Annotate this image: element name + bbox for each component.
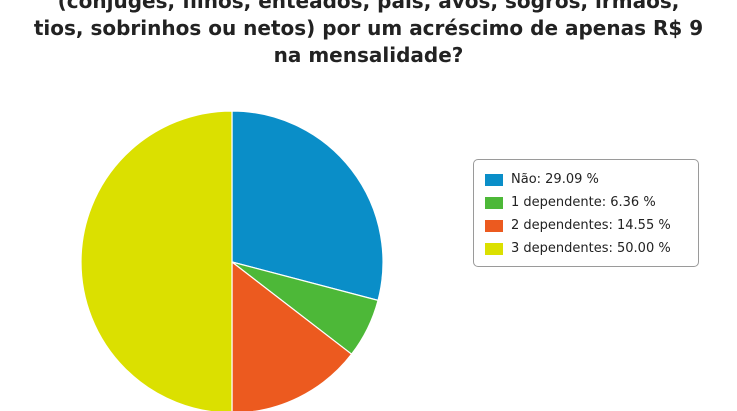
chart-legend: Não: 29.09 % 1 dependente: 6.36 % 2 depe…	[473, 159, 699, 267]
legend-swatch-1-dependente	[485, 196, 503, 209]
chart-title: (cônjuges, filhos, enteados, pais, avós,…	[0, 0, 737, 69]
legend-swatch-2-dependentes	[485, 219, 503, 232]
legend-label-nao: Não: 29.09 %	[511, 172, 599, 187]
legend-label-3-dependentes: 3 dependentes: 50.00 %	[511, 241, 671, 256]
pie-slice-3-dependentes[interactable]	[80, 110, 233, 411]
legend-swatch-3-dependentes	[485, 242, 503, 255]
legend-item-2-dependentes[interactable]: 2 dependentes: 14.55 %	[485, 214, 698, 237]
legend-item-nao[interactable]: Não: 29.09 %	[485, 168, 698, 191]
legend-item-1-dependente[interactable]: 1 dependente: 6.36 %	[485, 191, 698, 214]
legend-swatch-nao	[485, 173, 503, 186]
pie-slice-2-dependentes[interactable]	[231, 261, 353, 411]
chart-title-line-3: na mensalidade?	[273, 43, 464, 67]
pie-slice-nao[interactable]	[231, 110, 384, 301]
chart-title-line-1: (cônjuges, filhos, enteados, pais, avós,…	[57, 0, 680, 13]
legend-label-2-dependentes: 2 dependentes: 14.55 %	[511, 218, 671, 233]
chart-title-line-2: tios, sobrinhos ou netos) por um acrésci…	[33, 16, 704, 40]
legend-item-3-dependentes[interactable]: 3 dependentes: 50.00 %	[485, 237, 698, 260]
legend-label-1-dependente: 1 dependente: 6.36 %	[511, 195, 656, 210]
